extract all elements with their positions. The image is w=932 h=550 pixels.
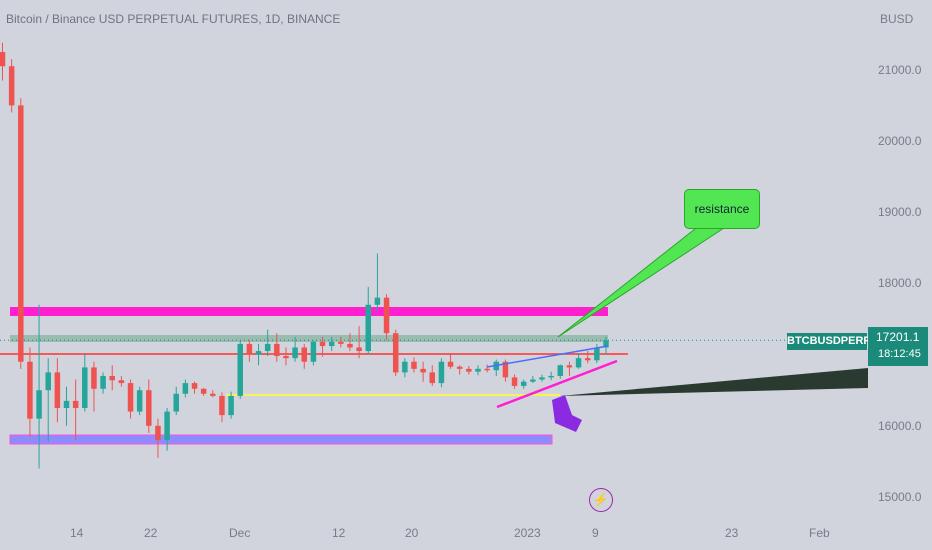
wedge-upper-line	[486, 345, 609, 368]
candle-body	[584, 358, 591, 361]
candle-body	[548, 375, 554, 378]
candle-body	[429, 372, 436, 384]
candle-body	[100, 375, 106, 389]
candle-body	[54, 372, 61, 408]
candle-body	[219, 395, 225, 416]
candle-body	[72, 400, 79, 408]
x-tick-label: 14	[70, 526, 84, 540]
candle-body	[392, 333, 399, 373]
candle-body	[191, 383, 198, 389]
candle-body	[210, 393, 216, 396]
supply-zone	[10, 307, 608, 316]
candle-body	[164, 411, 170, 441]
candle-body	[328, 341, 335, 347]
candle-body	[539, 377, 545, 380]
candle-body	[530, 379, 536, 382]
wedge-lower-line	[496, 359, 618, 409]
candle-body	[411, 361, 417, 369]
candle-body	[118, 380, 125, 384]
candle-body	[146, 390, 152, 426]
y-tick-label: 16000.0	[878, 418, 922, 433]
x-tick-label: 12	[332, 526, 346, 540]
candle-body	[338, 341, 344, 344]
candle-body	[182, 383, 189, 394]
candle-body	[173, 393, 179, 412]
resistance-callout[interactable]: resistance	[684, 189, 760, 229]
candle-body	[420, 368, 426, 373]
candle-body	[82, 367, 88, 408]
projection-wedge	[560, 368, 868, 396]
y-tick-label: 19000.0	[878, 205, 922, 220]
candle-body	[292, 347, 298, 359]
last-price: 17201.1	[876, 330, 920, 344]
candle-body	[502, 361, 509, 378]
x-tick-label: Feb	[809, 526, 830, 540]
candle-body	[237, 343, 243, 396]
candle-body	[264, 343, 271, 352]
candle-body	[603, 340, 609, 348]
candle-body	[365, 304, 372, 352]
chart-title: Bitcoin / Binance USD PERPETUAL FUTURES,…	[6, 12, 341, 26]
candle-body	[456, 366, 463, 369]
x-tick-label: 23	[725, 526, 739, 540]
candle-body	[557, 365, 564, 376]
candle-body	[575, 358, 582, 368]
callout-pointer	[557, 224, 726, 338]
x-tick-label: 2023	[514, 526, 541, 540]
y-tick-label: 18000.0	[878, 276, 922, 291]
candle-body	[447, 361, 454, 367]
candle-body	[27, 361, 33, 419]
candle-body	[484, 368, 490, 371]
y-tick-label: 20000.0	[878, 134, 922, 148]
bar-countdown: 18:12:45	[878, 348, 921, 360]
candle-body	[91, 367, 97, 389]
candle-body	[594, 347, 600, 361]
candle-body	[310, 341, 317, 362]
candle-body	[18, 105, 24, 362]
candle-body	[45, 372, 51, 391]
candle-body	[520, 381, 527, 386]
candle-body	[228, 395, 234, 416]
symbol-tag: BTCBUSDPERP	[787, 333, 871, 350]
x-tick-label: 20	[405, 526, 419, 540]
candle-body	[109, 375, 115, 381]
candle-body	[246, 343, 253, 355]
x-tick-label: Dec	[229, 526, 251, 540]
candle-body	[136, 390, 143, 412]
candle-body	[36, 390, 42, 419]
down-arrow	[552, 395, 582, 432]
candle-body	[475, 368, 481, 372]
candle-body	[63, 400, 70, 408]
x-tick-label: 9	[592, 526, 599, 540]
candle-body	[511, 377, 518, 386]
candle-body	[438, 361, 445, 384]
resistance-zone	[10, 335, 608, 342]
candle-body	[466, 368, 472, 372]
candle-body	[8, 66, 15, 106]
candle-body	[155, 425, 161, 441]
demand-zone	[9, 434, 553, 445]
candle-body	[274, 343, 280, 357]
candle-body	[301, 347, 307, 362]
candle-body	[319, 341, 326, 347]
candle-body	[127, 383, 134, 412]
candle-body	[200, 388, 207, 394]
candle-body	[347, 343, 353, 348]
candle-body	[0, 52, 6, 67]
candle-body	[283, 356, 289, 359]
x-tick-label: 22	[144, 526, 158, 540]
candle-body	[255, 351, 262, 355]
y-tick-label: 21000.0	[878, 62, 922, 77]
candle-body	[356, 347, 362, 352]
y-tick-label: 15000.0	[878, 490, 922, 504]
candle-body	[402, 361, 408, 373]
last-price-tag: 17201.1 18:12:45	[868, 327, 928, 366]
candle-body	[383, 297, 390, 334]
price-axis-currency: BUSD	[880, 12, 914, 26]
candle-body	[374, 297, 381, 305]
candle-body	[566, 365, 573, 368]
lightning-icon[interactable]: ⚡	[589, 488, 613, 512]
